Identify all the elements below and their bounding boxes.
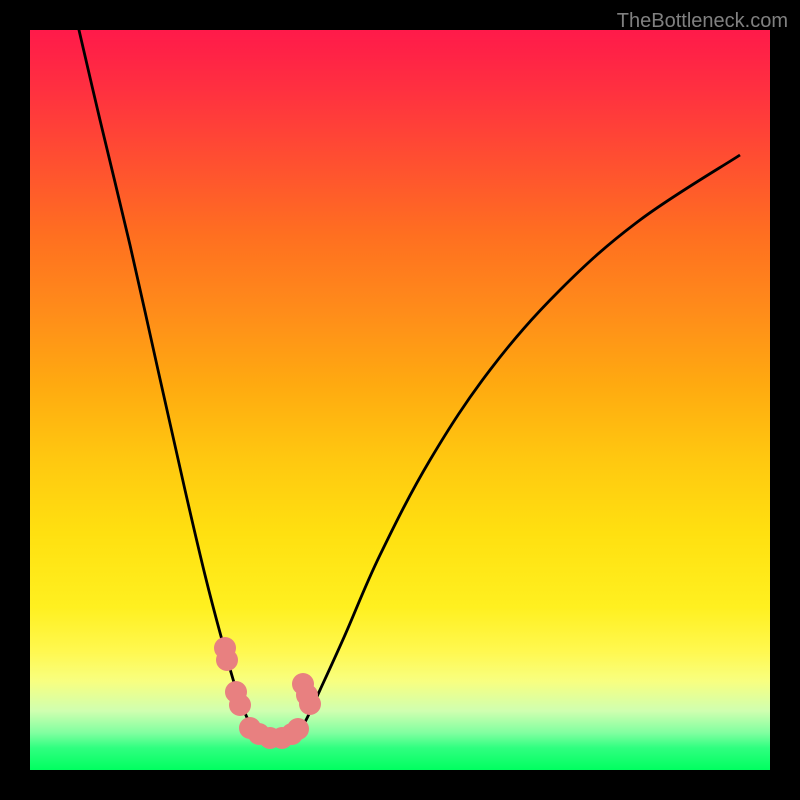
left-curve — [72, 30, 258, 735]
data-marker — [299, 693, 321, 715]
watermark-label: TheBottleneck.com — [617, 10, 788, 32]
watermark-text: TheBottleneck.com — [617, 10, 788, 33]
markers-group — [214, 637, 321, 749]
curve-group — [72, 30, 740, 740]
data-marker — [287, 718, 309, 740]
data-marker — [216, 649, 238, 671]
data-marker — [229, 694, 251, 716]
right-curve — [295, 155, 740, 735]
chart-svg — [30, 30, 770, 770]
chart-plot-area — [30, 30, 770, 770]
